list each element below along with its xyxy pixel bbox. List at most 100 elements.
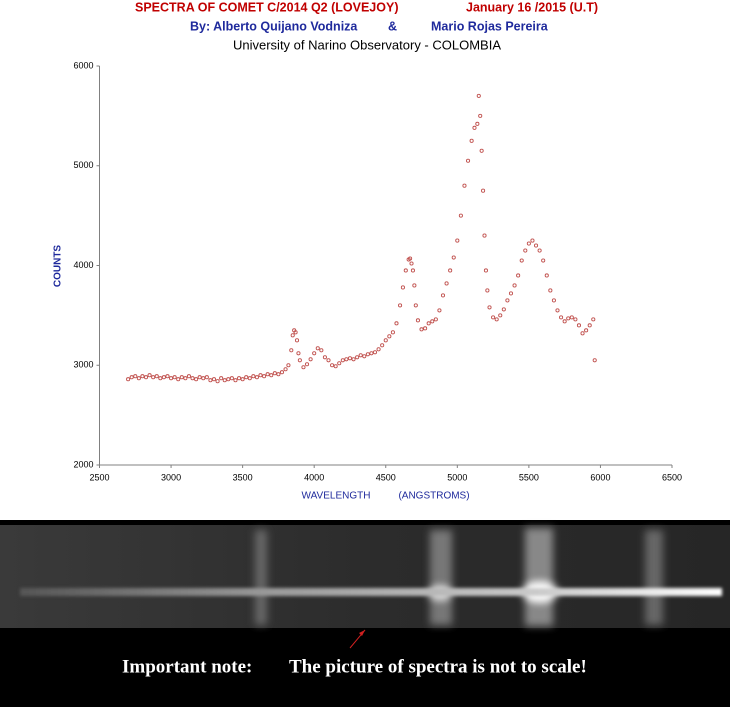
data-point [301,365,306,370]
x-axis-unit: (ANGSTROMS) [398,491,469,502]
data-point [491,315,496,320]
data-point [147,373,152,378]
ampersand: & [388,19,397,33]
data-point [276,372,281,377]
data-point [523,248,528,253]
data-point [183,376,188,381]
data-point [508,291,514,296]
data-point [372,350,378,355]
data-point [415,318,421,323]
data-point [151,375,156,380]
data-point [481,188,486,193]
data-point [587,323,592,328]
y-tick-label: 5000 [73,160,93,170]
data-point [485,288,490,293]
data-point [240,377,245,382]
data-point [469,138,474,143]
data-point [143,375,149,380]
x-tick-label: 3000 [161,472,181,482]
data-point [340,358,345,363]
data-point [197,375,202,380]
institution: University of Narino Observatory - COLOM… [233,37,501,52]
data-point [330,363,335,368]
data-point [222,378,227,383]
data-point [236,376,242,381]
data-point [312,351,317,356]
data-point [233,378,238,383]
data-point [229,376,234,381]
data-point [541,258,546,263]
data-point [410,268,415,273]
data-point [344,357,349,362]
y-tick-label: 3000 [73,360,93,370]
spectrum-image: Important note: The picture of spectra i… [0,520,730,707]
data-point [573,317,578,322]
data-point [244,375,249,380]
data-point [426,321,431,326]
data-point [569,315,574,320]
data-point [419,327,424,332]
data-point [451,255,456,260]
data-point [219,376,224,381]
data-point [186,374,192,379]
data-point [383,338,388,343]
data-point [526,241,531,246]
chart-title: SPECTRA OF COMET C/2014 Q2 (LOVEJOY) [135,0,398,14]
data-point [387,334,392,339]
emission-band [255,530,267,625]
data-point [315,346,320,351]
data-point [494,317,499,322]
data-point [337,361,342,366]
data-point [413,303,418,308]
data-point [498,313,503,318]
data-point [190,376,195,381]
data-point [176,377,181,382]
data-point [296,351,301,356]
data-point [136,376,141,381]
data-point [533,243,539,248]
data-point [226,377,231,382]
spectrum-streak [20,588,722,596]
data-point [133,374,138,379]
emission-band [525,528,553,626]
chart-background [0,0,730,520]
data-point [201,376,206,381]
data-point [211,377,217,382]
data-point [551,298,556,303]
data-point [290,333,295,338]
x-tick-label: 4500 [376,472,396,482]
data-point [208,378,213,383]
data-point [326,358,331,363]
data-point [362,354,367,359]
y-tick-label: 4000 [73,260,93,270]
author: Mario Rojas Pereira [431,19,549,33]
data-point [483,268,488,273]
data-point [297,358,302,363]
data-point [475,121,480,126]
date: January 16 /2015 (U.T) [466,0,598,14]
data-point [129,375,134,380]
data-point [400,285,405,290]
data-point [444,281,449,286]
data-point [472,125,477,130]
data-point [479,148,484,153]
author: By: Alberto Quijano Vodniza [190,19,358,33]
x-axis-label: WAVELENGTH [302,491,371,502]
x-tick-label: 2500 [89,472,109,482]
emission-band [645,530,663,625]
data-point [580,331,585,336]
data-point [390,330,395,335]
y-axis-label: COUNTS [53,245,64,288]
data-point [501,307,506,312]
data-point [423,326,428,331]
data-point [592,358,597,363]
x-tick-label: 4000 [304,472,324,482]
data-point [530,238,535,243]
data-point [272,371,277,376]
data-point [154,374,159,379]
note-label: Important note: [122,656,252,677]
data-point [576,323,582,328]
data-point [365,352,370,357]
data-point [347,356,353,361]
